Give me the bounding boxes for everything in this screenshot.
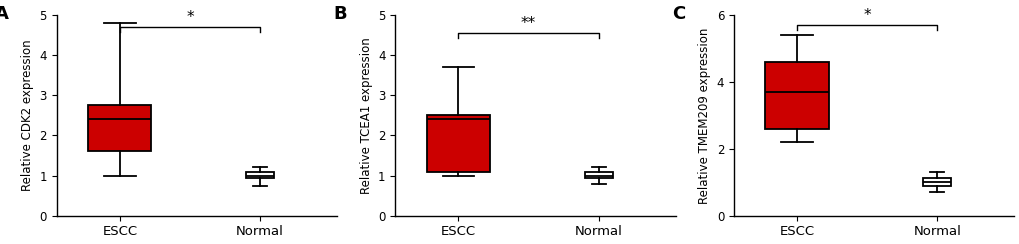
PathPatch shape [584,172,612,178]
PathPatch shape [427,115,489,172]
Text: B: B [333,5,346,23]
Text: A: A [0,5,9,23]
PathPatch shape [764,62,827,129]
Text: *: * [185,10,194,25]
Y-axis label: Relative TCEA1 expression: Relative TCEA1 expression [359,37,372,194]
Text: **: ** [521,16,536,31]
PathPatch shape [922,178,951,186]
PathPatch shape [246,172,274,178]
Text: *: * [862,8,870,23]
PathPatch shape [89,105,151,152]
Y-axis label: Relative CDK2 expression: Relative CDK2 expression [21,40,34,191]
Text: C: C [672,5,685,23]
Y-axis label: Relative TMEM209 expression: Relative TMEM209 expression [697,27,710,203]
